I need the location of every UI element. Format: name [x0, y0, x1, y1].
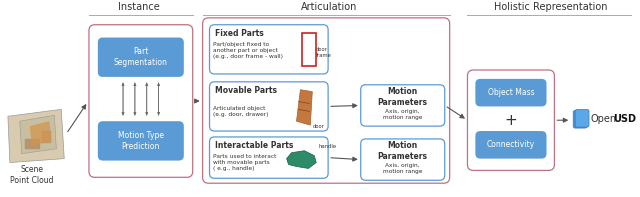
- Text: door: door: [312, 124, 324, 129]
- FancyBboxPatch shape: [361, 139, 445, 180]
- Text: Motion
Parameters: Motion Parameters: [378, 86, 428, 107]
- Text: +: +: [504, 113, 517, 128]
- Text: Instance: Instance: [118, 2, 160, 12]
- FancyBboxPatch shape: [467, 70, 554, 170]
- Text: Axis, origin,
motion range: Axis, origin, motion range: [383, 109, 422, 120]
- FancyBboxPatch shape: [209, 25, 328, 74]
- Polygon shape: [20, 115, 56, 154]
- Polygon shape: [29, 121, 51, 146]
- FancyBboxPatch shape: [573, 110, 587, 128]
- Text: Scene
Point Cloud: Scene Point Cloud: [10, 165, 53, 185]
- Bar: [303, 33, 316, 66]
- Polygon shape: [287, 151, 316, 168]
- Text: handle: handle: [318, 144, 337, 149]
- Text: Movable Parts: Movable Parts: [216, 86, 278, 95]
- FancyBboxPatch shape: [203, 18, 450, 183]
- Text: Motion
Parameters: Motion Parameters: [378, 141, 428, 161]
- FancyBboxPatch shape: [209, 82, 328, 131]
- FancyBboxPatch shape: [89, 25, 193, 177]
- Text: Articulated object
(e.g. door, drawer): Articulated object (e.g. door, drawer): [214, 106, 269, 117]
- Text: Holistic Representation: Holistic Representation: [493, 2, 607, 12]
- Text: Interactable Parts: Interactable Parts: [216, 141, 294, 150]
- Bar: [25, 139, 40, 149]
- Text: Articulation: Articulation: [301, 2, 357, 12]
- Text: door
frame: door frame: [316, 47, 332, 58]
- Text: USD: USD: [612, 114, 636, 124]
- Polygon shape: [8, 109, 64, 163]
- Text: Part
Segmentation: Part Segmentation: [114, 47, 168, 67]
- FancyBboxPatch shape: [476, 79, 547, 106]
- FancyBboxPatch shape: [209, 137, 328, 178]
- FancyBboxPatch shape: [476, 131, 547, 159]
- Bar: [42, 131, 51, 143]
- FancyBboxPatch shape: [361, 85, 445, 126]
- Polygon shape: [296, 90, 312, 125]
- FancyBboxPatch shape: [98, 121, 184, 161]
- Text: Connectivity: Connectivity: [487, 140, 535, 149]
- Text: Open: Open: [591, 114, 617, 124]
- Text: Object Mass: Object Mass: [488, 88, 534, 97]
- Text: Part/object fixed to
another part or object
(e.g., door frame - wall): Part/object fixed to another part or obj…: [214, 42, 284, 59]
- FancyBboxPatch shape: [98, 37, 184, 77]
- Text: Axis, origin,
motion range: Axis, origin, motion range: [383, 163, 422, 174]
- Text: Fixed Parts: Fixed Parts: [216, 29, 264, 38]
- FancyBboxPatch shape: [575, 109, 589, 127]
- Text: Motion Type
Prediction: Motion Type Prediction: [118, 131, 164, 151]
- Text: Parts used to interact
with movable parts
( e.g., handle): Parts used to interact with movable part…: [214, 154, 277, 171]
